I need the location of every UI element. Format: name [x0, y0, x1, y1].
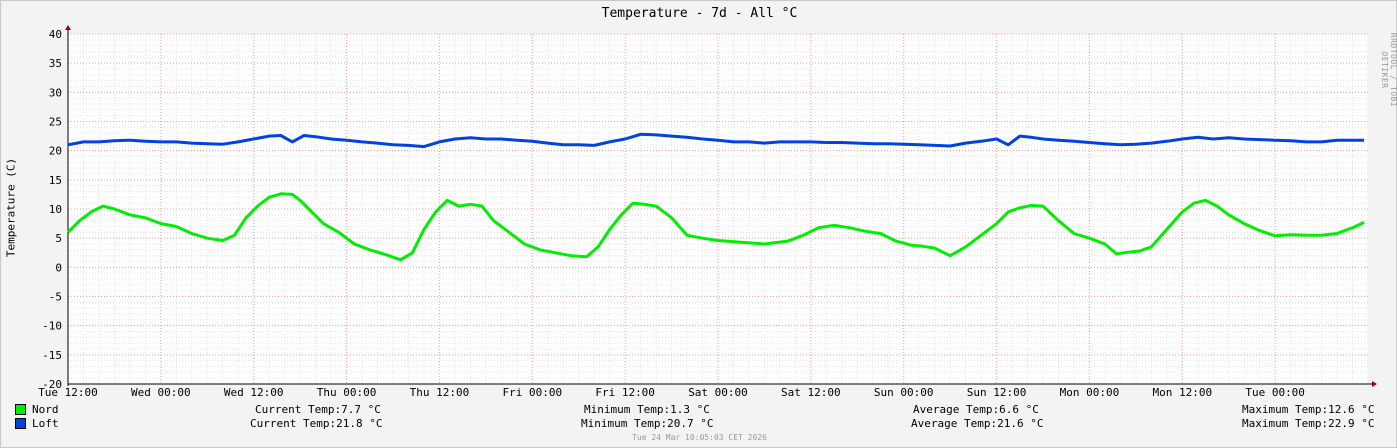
- y-tick-label: -15: [42, 349, 62, 362]
- loft-current-temp: Current Temp:21.8 °C: [250, 417, 383, 430]
- x-tick-label: Fri 00:00: [502, 386, 562, 399]
- y-tick-label: 20: [49, 145, 62, 158]
- x-tick-label: Sat 00:00: [688, 386, 748, 399]
- x-tick-label: Mon 12:00: [1152, 386, 1212, 399]
- x-tick-label: Sun 00:00: [874, 386, 934, 399]
- timestamp-footer: Tue 24 Mar 10:05:03 CET 2026: [632, 433, 767, 442]
- chart-title: Temperature - 7d - All °C: [601, 6, 798, 21]
- x-tick-label: Thu 00:00: [317, 386, 377, 399]
- x-tick-label: Wed 12:00: [224, 386, 284, 399]
- loft-maximum-temp: Maximum Temp:22.9 °C: [1242, 417, 1375, 430]
- legend-swatch-nord: [15, 404, 26, 415]
- y-axis-arrow: [65, 25, 71, 30]
- y-tick-label: 0: [55, 261, 62, 274]
- legend-label-nord: Nord: [32, 403, 59, 416]
- legend-item-loft: Loft: [15, 417, 59, 430]
- series-line-loft: [67, 132, 1365, 149]
- legend-swatch-loft: [15, 418, 26, 429]
- y-tick-label: 35: [49, 57, 62, 70]
- y-tick-label: -20: [42, 378, 62, 391]
- nord-average-temp: Average Temp:6.6 °C: [913, 403, 1039, 416]
- nord-minimum-temp: Minimum Temp:1.3 °C: [584, 403, 710, 416]
- loft-minimum-temp: Minimum Temp:20.7 °C: [581, 417, 714, 430]
- x-tick-label: Thu 12:00: [410, 386, 470, 399]
- legend-item-nord: Nord: [15, 403, 59, 416]
- x-tick-label: Sat 12:00: [781, 386, 841, 399]
- y-tick-label: 30: [49, 86, 62, 99]
- x-tick-label: Tue 12:00: [38, 386, 98, 399]
- x-axis-arrow: [1372, 381, 1377, 387]
- nord-maximum-temp: Maximum Temp:12.6 °C: [1242, 403, 1375, 416]
- x-tick-label: Sun 12:00: [967, 386, 1027, 399]
- loft-average-temp: Average Temp:21.6 °C: [911, 417, 1044, 430]
- x-tick-label: Wed 00:00: [131, 386, 191, 399]
- y-tick-label: -5: [49, 291, 62, 304]
- y-tick-label: -10: [42, 320, 62, 333]
- y-tick-label: 15: [49, 174, 62, 187]
- series-line-nord: [66, 192, 1365, 262]
- x-tick-label: Fri 12:00: [595, 386, 655, 399]
- x-tick-label: Mon 00:00: [1060, 386, 1120, 399]
- y-tick-label: 10: [49, 203, 62, 216]
- nord-current-temp: Current Temp:7.7 °C: [255, 403, 381, 416]
- x-tick-label: Tue 00:00: [1245, 386, 1305, 399]
- legend-label-loft: Loft: [32, 417, 59, 430]
- y-tick-label: 25: [49, 116, 62, 129]
- y-tick-label: 5: [55, 232, 62, 245]
- y-tick-label: 40: [49, 28, 62, 41]
